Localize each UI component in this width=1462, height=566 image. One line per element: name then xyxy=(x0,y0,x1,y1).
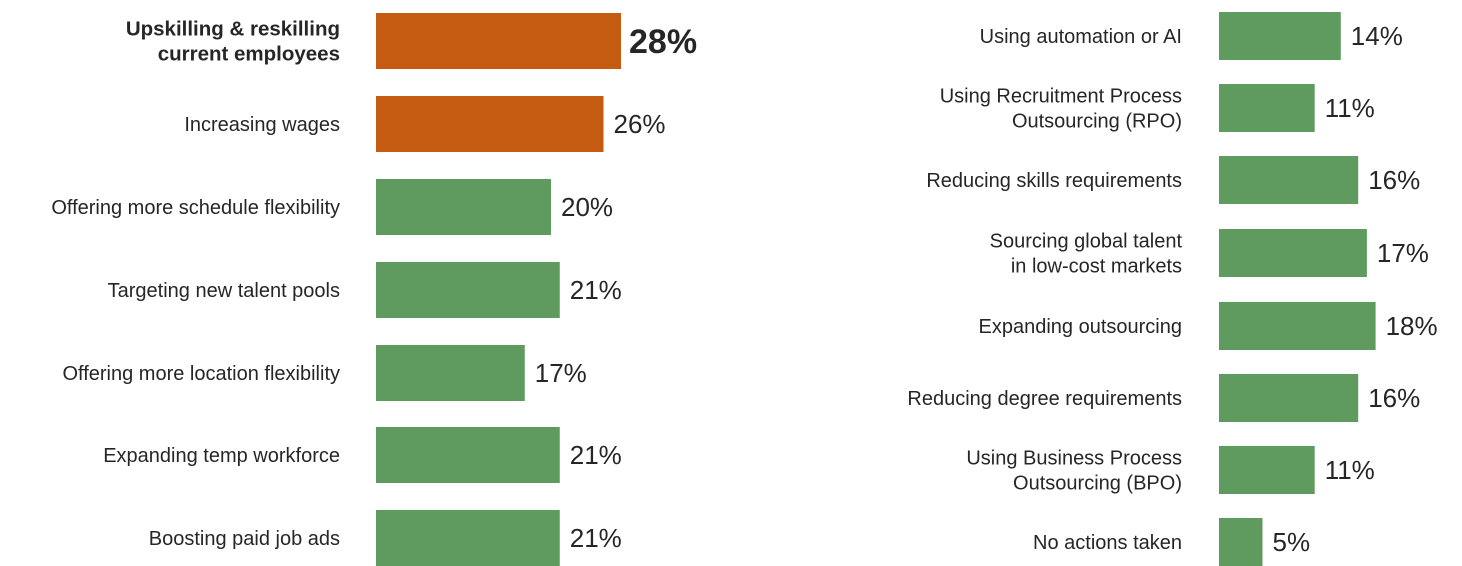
right-bar-7 xyxy=(1219,518,1263,566)
left-bar-4 xyxy=(376,345,525,401)
right-value-label-0: 14% xyxy=(1351,21,1403,51)
right-bar-panel: Using automation or AI 14% Using Recruitme… xyxy=(907,12,1438,566)
right-value-label-7: 5% xyxy=(1273,527,1311,557)
right-bar-0 xyxy=(1219,12,1341,60)
left-category-label-3: Targeting new talent pools xyxy=(108,280,340,302)
left-value-label-0: 28% xyxy=(629,23,697,61)
right-value-label-2: 16% xyxy=(1368,165,1420,195)
right-value-label-6: 11% xyxy=(1325,455,1375,485)
left-value-label-5: 21% xyxy=(570,440,622,470)
left-category-label-6: Boosting paid job ads xyxy=(149,528,340,550)
right-category-label-2: Reducing skills requirements xyxy=(926,170,1182,192)
left-value-label-1: 26% xyxy=(614,109,666,139)
left-bar-panel: Upskilling & reskilling current employees… xyxy=(51,13,697,566)
left-value-label-2: 20% xyxy=(561,192,613,222)
left-bar-6 xyxy=(376,510,560,566)
right-value-label-5: 16% xyxy=(1368,383,1420,413)
right-bar-1 xyxy=(1219,84,1315,132)
right-category-label-1: Using Recruitment Process Outsourcing (RP… xyxy=(940,86,1182,133)
left-bar-0 xyxy=(376,13,621,69)
right-category-label-5: Reducing degree requirements xyxy=(907,388,1182,410)
left-bar-1 xyxy=(376,96,604,152)
left-category-label-2: Offering more schedule flexibility xyxy=(51,197,340,219)
left-category-label-5: Expanding temp workforce xyxy=(103,445,340,467)
right-bar-6 xyxy=(1219,446,1315,494)
left-value-label-4: 17% xyxy=(535,358,587,388)
right-bar-5 xyxy=(1219,374,1359,422)
right-value-label-3: 17% xyxy=(1377,238,1429,268)
right-category-label-6: Using Business Process Outsourcing (BPO) xyxy=(966,448,1182,495)
right-value-label-4: 18% xyxy=(1386,311,1438,341)
right-category-label-0: Using automation or AI xyxy=(980,26,1182,48)
right-category-label-7: No actions taken xyxy=(1033,532,1182,554)
left-category-label-4: Offering more location flexibility xyxy=(62,363,340,385)
right-value-label-1: 11% xyxy=(1325,93,1375,123)
left-bar-5 xyxy=(376,427,560,483)
left-bar-3 xyxy=(376,262,560,318)
left-category-label-0: Upskilling & reskilling current employees xyxy=(126,18,340,66)
left-category-label-1: Increasing wages xyxy=(184,114,340,136)
left-bar-2 xyxy=(376,179,551,235)
left-value-label-3: 21% xyxy=(570,275,622,305)
right-category-label-4: Expanding outsourcing xyxy=(979,316,1182,338)
right-bar-2 xyxy=(1219,156,1359,204)
right-category-label-3: Sourcing global talent in low-cost market… xyxy=(990,231,1183,278)
left-value-label-6: 21% xyxy=(570,523,622,553)
right-bar-4 xyxy=(1219,302,1376,350)
right-bar-3 xyxy=(1219,229,1367,277)
